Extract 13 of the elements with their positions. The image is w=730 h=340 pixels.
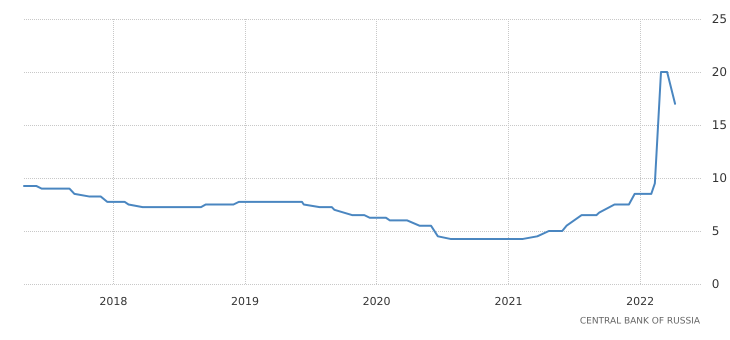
y-tick-label: 10	[712, 171, 728, 185]
x-tick-label: 2019	[230, 295, 259, 308]
x-tick-label: 2020	[362, 295, 391, 308]
text: CENTRAL BANK OF RUSSIA	[580, 316, 701, 326]
x-tick-label: 2022	[626, 295, 654, 308]
y-tick-label: 15	[712, 118, 728, 132]
line-series	[23, 71, 676, 240]
y-tick-label: 0	[712, 277, 720, 291]
y-tick-label: 5	[712, 224, 720, 238]
x-tick-label: 2018	[99, 295, 128, 308]
x-tick-label: 2021	[494, 295, 523, 308]
y-tick-label: 20	[712, 65, 728, 79]
y-tick-label: 25	[712, 12, 728, 26]
